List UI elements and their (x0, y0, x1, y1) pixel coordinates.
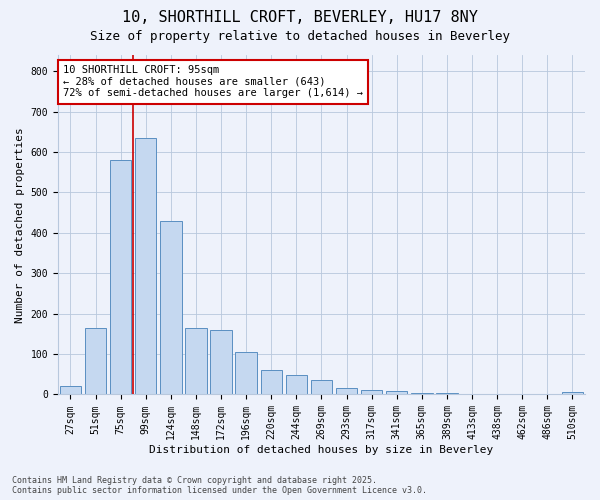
Bar (160, 220, 182, 394)
Bar (361, 390, 382, 394)
Y-axis label: Number of detached properties: Number of detached properties (15, 127, 25, 322)
Bar (185, 328, 206, 394)
Bar (85, 328, 106, 394)
Bar (60, 386, 81, 394)
Text: Size of property relative to detached houses in Beverley: Size of property relative to detached ho… (90, 30, 510, 43)
Bar (110, 160, 131, 394)
Text: 10, SHORTHILL CROFT, BEVERLEY, HU17 8NY: 10, SHORTHILL CROFT, BEVERLEY, HU17 8NY (122, 10, 478, 25)
X-axis label: Distribution of detached houses by size in Beverley: Distribution of detached houses by size … (149, 445, 494, 455)
Bar (562, 392, 583, 394)
Bar (336, 388, 357, 394)
Text: Contains HM Land Registry data © Crown copyright and database right 2025.
Contai: Contains HM Land Registry data © Crown c… (12, 476, 427, 495)
Bar (286, 375, 307, 394)
Bar (235, 352, 257, 395)
Bar (211, 330, 232, 394)
Text: 10 SHORTHILL CROFT: 95sqm
← 28% of detached houses are smaller (643)
72% of semi: 10 SHORTHILL CROFT: 95sqm ← 28% of detac… (63, 65, 363, 98)
Bar (386, 391, 407, 394)
Bar (411, 393, 433, 394)
Bar (260, 370, 282, 394)
Bar (135, 138, 157, 394)
Bar (311, 380, 332, 394)
